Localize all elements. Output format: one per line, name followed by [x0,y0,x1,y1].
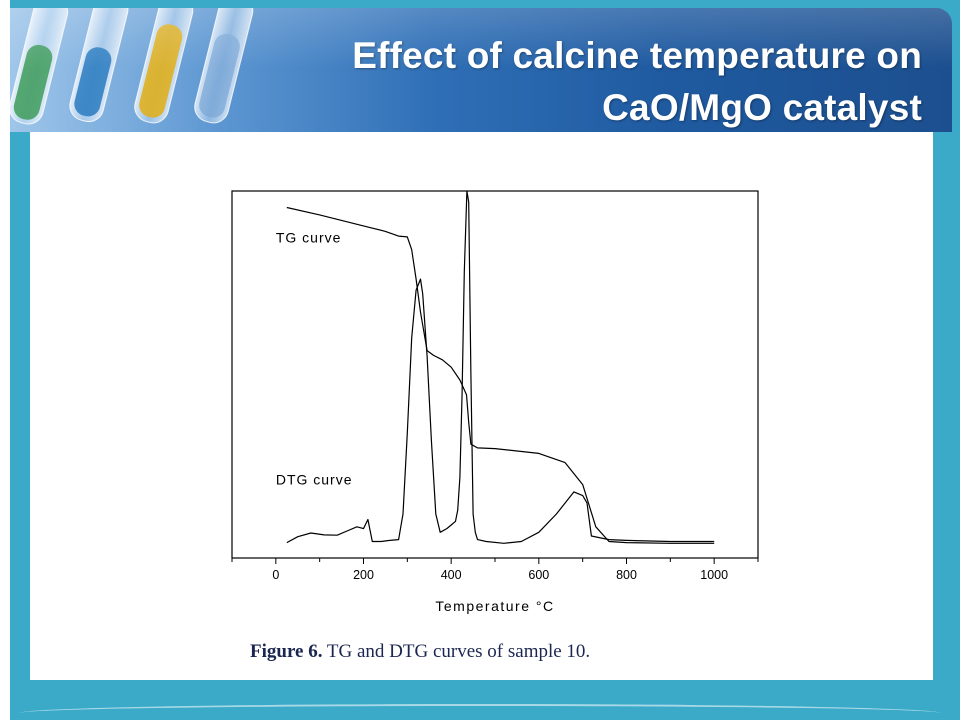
x-tick-label: 800 [616,568,637,582]
tg-curve-label: TG curve [276,229,342,245]
figure-caption-label: Figure 6. [250,641,323,662]
x-tick-label: 400 [441,568,462,582]
dtg-curve-label: DTG curve [276,472,353,488]
x-axis-label: Temperature °C [435,598,554,614]
figure-caption: Figure 6. TG and DTG curves of sample 10… [250,641,750,663]
x-tick-label: 600 [528,568,549,582]
slide-left-edge [0,0,10,720]
header-band: Effect of calcine temperature on CaO/MgO… [10,8,952,132]
x-tick-label: 0 [272,568,279,582]
figure-caption-text: TG and DTG curves of sample 10. [322,641,591,662]
slide-title-line-2: CaO/MgO catalyst [602,87,922,128]
tg-curve-line [286,206,715,544]
plot-frame [231,190,759,559]
x-tick-label: 200 [353,568,374,582]
dtg-curve-line [286,190,715,544]
x-tick-label: 1000 [700,568,728,582]
content-panel [30,132,933,680]
bottom-decoration [20,704,940,722]
